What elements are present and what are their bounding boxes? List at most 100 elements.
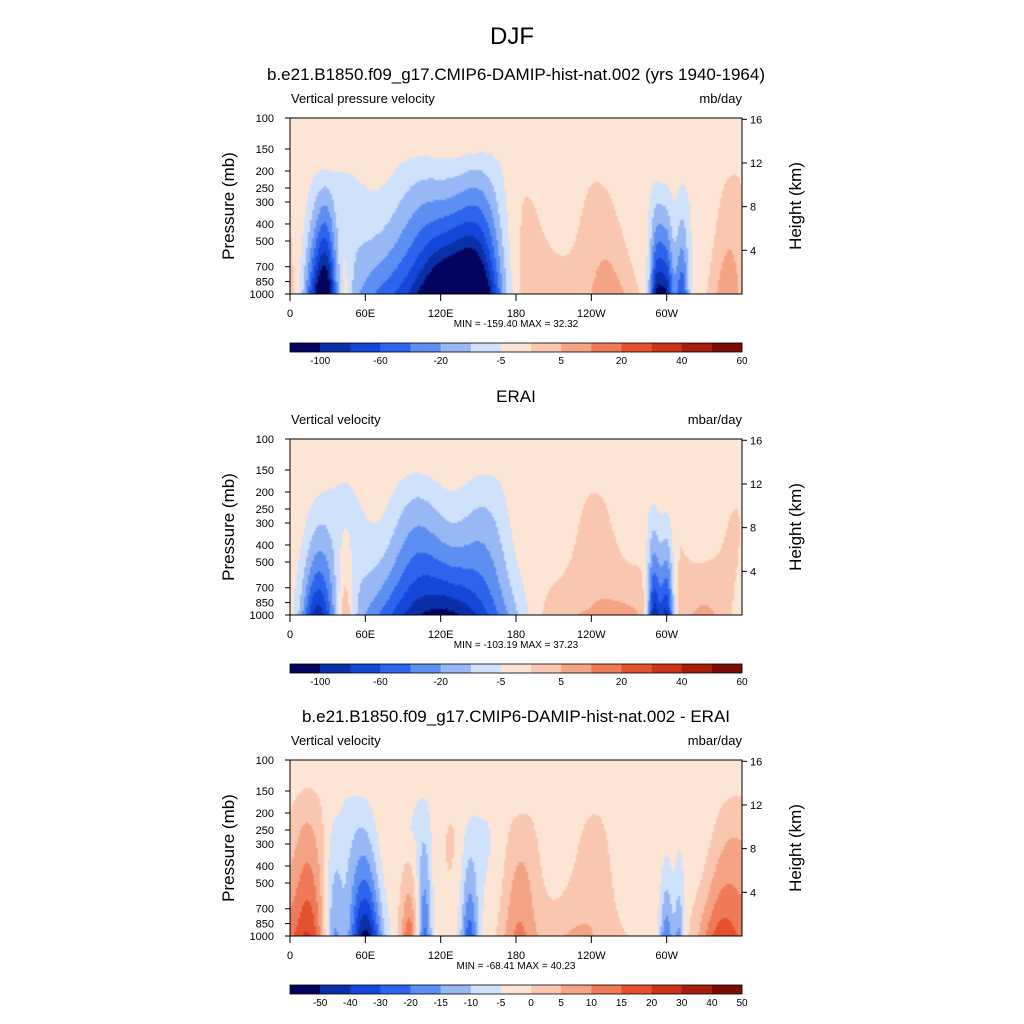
colorbar-label: 60 bbox=[736, 356, 748, 367]
colorbar-swatch bbox=[500, 343, 532, 352]
y-tick-label: 150 bbox=[256, 465, 274, 477]
y-axis-title: Pressure (mb) bbox=[219, 473, 238, 581]
y-tick-label: 400 bbox=[256, 861, 274, 873]
colorbar-label: -50 bbox=[313, 998, 328, 1009]
colorbar-swatch bbox=[500, 985, 532, 994]
field-image bbox=[290, 439, 742, 615]
y-tick-label: 400 bbox=[256, 540, 274, 552]
colorbar-frame bbox=[289, 663, 743, 674]
x-tick-label: 120W bbox=[577, 308, 606, 320]
panel-title: b.e21.B1850.f09_g17.CMIP6-DAMIP-hist-nat… bbox=[267, 65, 765, 84]
variable-label: Vertical velocity bbox=[291, 412, 381, 427]
colorbar-label: 30 bbox=[676, 998, 688, 1009]
colorbar-label: 20 bbox=[616, 677, 628, 688]
colorbar-swatch bbox=[651, 664, 683, 673]
colorbar-label: 20 bbox=[616, 356, 628, 367]
y2-tick-label: 8 bbox=[750, 202, 756, 214]
colorbar-swatch bbox=[651, 343, 683, 352]
colorbar-label: 40 bbox=[706, 998, 718, 1009]
colorbar-swatch bbox=[531, 985, 562, 994]
y2-tick-label: 16 bbox=[750, 114, 762, 126]
colorbar-swatch bbox=[380, 664, 411, 673]
colorbar-swatch bbox=[681, 343, 713, 352]
x-tick-label: 60E bbox=[356, 950, 376, 962]
y-tick-label: 850 bbox=[256, 919, 274, 931]
colorbar-swatch bbox=[531, 664, 562, 673]
colorbar-swatch bbox=[440, 343, 472, 352]
y-tick-label: 100 bbox=[256, 434, 274, 446]
colorbar-label: -5 bbox=[496, 356, 505, 367]
y2-tick-label: 12 bbox=[750, 158, 762, 170]
y2-tick-label: 12 bbox=[750, 479, 762, 491]
y2-tick-label: 12 bbox=[750, 800, 762, 812]
y-tick-label: 200 bbox=[256, 487, 274, 499]
colorbar-swatch bbox=[440, 985, 472, 994]
colorbar-swatch bbox=[380, 343, 411, 352]
field-image bbox=[290, 118, 742, 294]
colorbar-swatch bbox=[410, 664, 441, 673]
x-tick-label: 120E bbox=[428, 950, 454, 962]
colorbar-swatch bbox=[440, 664, 472, 673]
variable-label: Vertical pressure velocity bbox=[291, 91, 435, 106]
x-tick-label: 60W bbox=[655, 308, 678, 320]
panel-title: ERAI bbox=[496, 387, 536, 406]
y2-axis-title: Height (km) bbox=[786, 162, 805, 250]
y-tick-label: 500 bbox=[256, 557, 274, 569]
y2-axis-title: Height (km) bbox=[786, 483, 805, 571]
colorbar-swatch bbox=[350, 343, 381, 352]
colorbar-swatch bbox=[290, 985, 321, 994]
y2-axis-title: Height (km) bbox=[786, 804, 805, 892]
colorbar-swatch bbox=[561, 985, 592, 994]
y2-tick-label: 16 bbox=[750, 756, 762, 768]
colorbar-swatch bbox=[651, 985, 683, 994]
x-tick-label: 0 bbox=[287, 308, 293, 320]
colorbar-swatch bbox=[500, 664, 532, 673]
y2-tick-label: 8 bbox=[750, 523, 756, 535]
colorbar-swatch bbox=[681, 664, 713, 673]
x-tick-label: 0 bbox=[287, 950, 293, 962]
colorbar-swatch bbox=[320, 343, 351, 352]
min-max-stats: MIN = -68.41 MAX = 40.23 bbox=[457, 961, 576, 972]
x-tick-label: 120W bbox=[577, 629, 606, 641]
colorbar-label: 5 bbox=[558, 677, 564, 688]
colorbar-swatch bbox=[711, 985, 743, 994]
variable-label: Vertical velocity bbox=[291, 733, 381, 748]
colorbar-swatch bbox=[470, 664, 502, 673]
x-tick-label: 120W bbox=[577, 950, 606, 962]
y2-tick-label: 8 bbox=[750, 844, 756, 856]
colorbar-label: 20 bbox=[646, 998, 658, 1009]
colorbar-swatch bbox=[561, 343, 592, 352]
colorbar-swatch bbox=[350, 985, 381, 994]
colorbar-swatch bbox=[561, 664, 592, 673]
colorbar-label: 10 bbox=[586, 998, 598, 1009]
min-max-stats: MIN = -159.40 MAX = 32.32 bbox=[454, 319, 579, 330]
colorbar-swatch bbox=[621, 343, 652, 352]
x-tick-label: 60W bbox=[655, 629, 678, 641]
colorbar-swatch bbox=[320, 664, 351, 673]
colorbar-label: 0 bbox=[528, 998, 534, 1009]
y-tick-label: 1000 bbox=[250, 289, 274, 301]
x-tick-label: 180 bbox=[507, 629, 525, 641]
colorbar-label: -30 bbox=[373, 998, 388, 1009]
colorbar-swatch bbox=[591, 985, 622, 994]
colorbar-frame bbox=[289, 984, 743, 995]
colorbar-swatch bbox=[350, 664, 381, 673]
colorbar-label: 15 bbox=[616, 998, 628, 1009]
colorbar-swatch bbox=[711, 664, 743, 673]
x-tick-label: 180 bbox=[507, 308, 525, 320]
y-tick-label: 250 bbox=[256, 825, 274, 837]
y2-tick-label: 4 bbox=[750, 566, 756, 578]
x-tick-label: 60W bbox=[655, 950, 678, 962]
chart-panel-1: b.e21.B1850.f09_g17.CMIP6-DAMIP-hist-nat… bbox=[219, 65, 805, 367]
field-image bbox=[290, 760, 742, 936]
y-tick-label: 150 bbox=[256, 144, 274, 156]
colorbar-label: -100 bbox=[310, 356, 330, 367]
panels: b.e21.B1850.f09_g17.CMIP6-DAMIP-hist-nat… bbox=[219, 65, 805, 1009]
colorbar-swatch bbox=[290, 664, 321, 673]
colorbar-label: -10 bbox=[464, 998, 479, 1009]
colorbar-label: 40 bbox=[676, 677, 688, 688]
y-axis-title: Pressure (mb) bbox=[219, 152, 238, 260]
colorbar-label: 5 bbox=[558, 356, 564, 367]
y2-tick-label: 4 bbox=[750, 887, 756, 899]
